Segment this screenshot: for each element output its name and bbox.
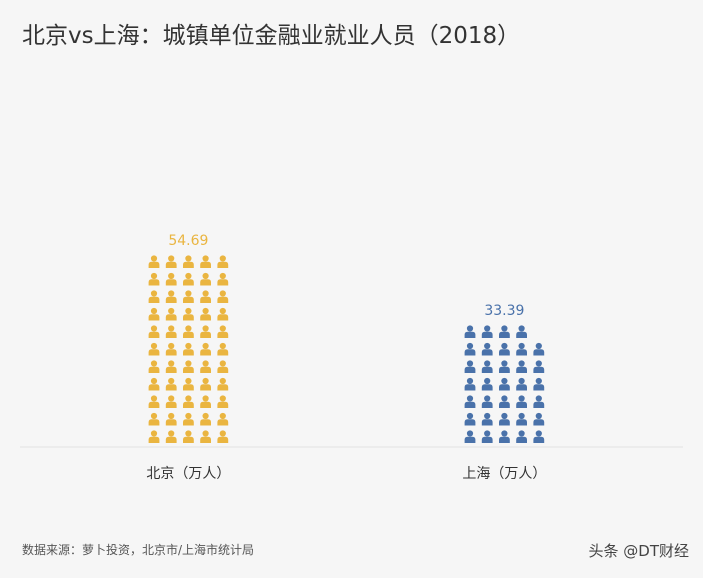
person-icon bbox=[464, 360, 476, 373]
person-icon bbox=[217, 255, 229, 268]
person-icon bbox=[499, 395, 510, 408]
person-icon bbox=[217, 430, 229, 443]
person-icon bbox=[148, 430, 160, 443]
person-icon bbox=[217, 307, 229, 321]
person-icon bbox=[481, 342, 493, 356]
person-icon bbox=[499, 325, 510, 338]
person-icon bbox=[481, 412, 493, 426]
chart-title: 北京vs上海：城镇单位金融业就业人员（2018） bbox=[22, 23, 521, 49]
person-icon bbox=[499, 412, 510, 426]
person-icon bbox=[183, 395, 194, 408]
person-icon bbox=[464, 430, 476, 443]
person-icon bbox=[148, 255, 160, 268]
person-icon bbox=[200, 290, 211, 303]
person-icon bbox=[481, 395, 493, 408]
person-icon bbox=[481, 377, 493, 391]
person-icon bbox=[499, 342, 510, 356]
person-icon bbox=[183, 290, 194, 303]
person-icon bbox=[481, 325, 493, 338]
person-icon bbox=[183, 430, 194, 443]
person-icon bbox=[464, 377, 476, 391]
person-icon bbox=[499, 360, 510, 373]
person-icon bbox=[183, 342, 194, 356]
person-icon bbox=[200, 342, 211, 356]
person-icon bbox=[481, 360, 493, 373]
person-icon bbox=[217, 412, 229, 426]
person-icon bbox=[464, 325, 476, 338]
person-icon bbox=[200, 255, 211, 268]
person-icon bbox=[148, 272, 160, 286]
data-label: 54.69 bbox=[168, 233, 208, 249]
person-icon bbox=[183, 272, 194, 286]
category-label: 上海（万人） bbox=[462, 466, 546, 482]
person-icon bbox=[516, 377, 527, 391]
person-icon bbox=[183, 412, 194, 426]
person-icon bbox=[165, 395, 177, 408]
person-icon bbox=[533, 377, 545, 391]
person-icon bbox=[183, 307, 194, 321]
person-icon bbox=[533, 360, 545, 373]
person-icon bbox=[183, 255, 194, 268]
person-icon bbox=[481, 430, 493, 443]
person-icon bbox=[516, 360, 527, 373]
person-icon bbox=[183, 377, 194, 391]
category-label: 北京（万人） bbox=[146, 466, 230, 482]
person-icon bbox=[148, 395, 160, 408]
data-source-note: 数据来源：萝卜投资，北京市/上海市统计局 bbox=[22, 543, 255, 557]
person-icon bbox=[516, 342, 527, 356]
person-icon bbox=[464, 342, 476, 356]
person-icon bbox=[165, 290, 177, 303]
person-icon bbox=[516, 325, 527, 338]
person-icon bbox=[148, 360, 160, 373]
person-icon bbox=[217, 360, 229, 373]
person-icon bbox=[165, 342, 177, 356]
person-icon bbox=[533, 430, 545, 443]
person-icon bbox=[200, 272, 211, 286]
person-icon bbox=[217, 342, 229, 356]
person-icon bbox=[200, 325, 211, 338]
person-icon bbox=[165, 412, 177, 426]
person-icon bbox=[533, 412, 545, 426]
person-icon bbox=[217, 395, 229, 408]
person-icon bbox=[148, 412, 160, 426]
person-icon bbox=[148, 307, 160, 321]
watermark: 头条 @DT财经 bbox=[588, 542, 689, 560]
person-icon bbox=[217, 290, 229, 303]
person-icon bbox=[183, 325, 194, 338]
person-icon bbox=[148, 342, 160, 356]
person-icon bbox=[148, 290, 160, 303]
person-icon bbox=[217, 325, 229, 338]
person-icon bbox=[200, 377, 211, 391]
person-icon bbox=[516, 430, 527, 443]
person-icon bbox=[200, 412, 211, 426]
person-icon bbox=[165, 255, 177, 268]
person-icon bbox=[533, 395, 545, 408]
person-icon bbox=[165, 360, 177, 373]
person-icon bbox=[200, 360, 211, 373]
person-icon bbox=[165, 430, 177, 443]
person-icon bbox=[217, 377, 229, 391]
person-icon bbox=[183, 360, 194, 373]
person-icon bbox=[464, 412, 476, 426]
person-icon bbox=[165, 272, 177, 286]
person-icon bbox=[516, 412, 527, 426]
person-icon bbox=[148, 325, 160, 338]
data-label: 33.39 bbox=[484, 303, 524, 319]
person-icon bbox=[533, 342, 545, 356]
person-icon bbox=[499, 377, 510, 391]
person-icon bbox=[464, 395, 476, 408]
person-icon bbox=[516, 395, 527, 408]
person-icon bbox=[217, 272, 229, 286]
person-icon bbox=[200, 430, 211, 443]
person-icon bbox=[165, 307, 177, 321]
person-icon bbox=[148, 377, 160, 391]
person-icon bbox=[165, 325, 177, 338]
person-icon bbox=[200, 395, 211, 408]
person-icon bbox=[165, 377, 177, 391]
person-icon bbox=[200, 307, 211, 321]
person-icon bbox=[499, 430, 510, 443]
